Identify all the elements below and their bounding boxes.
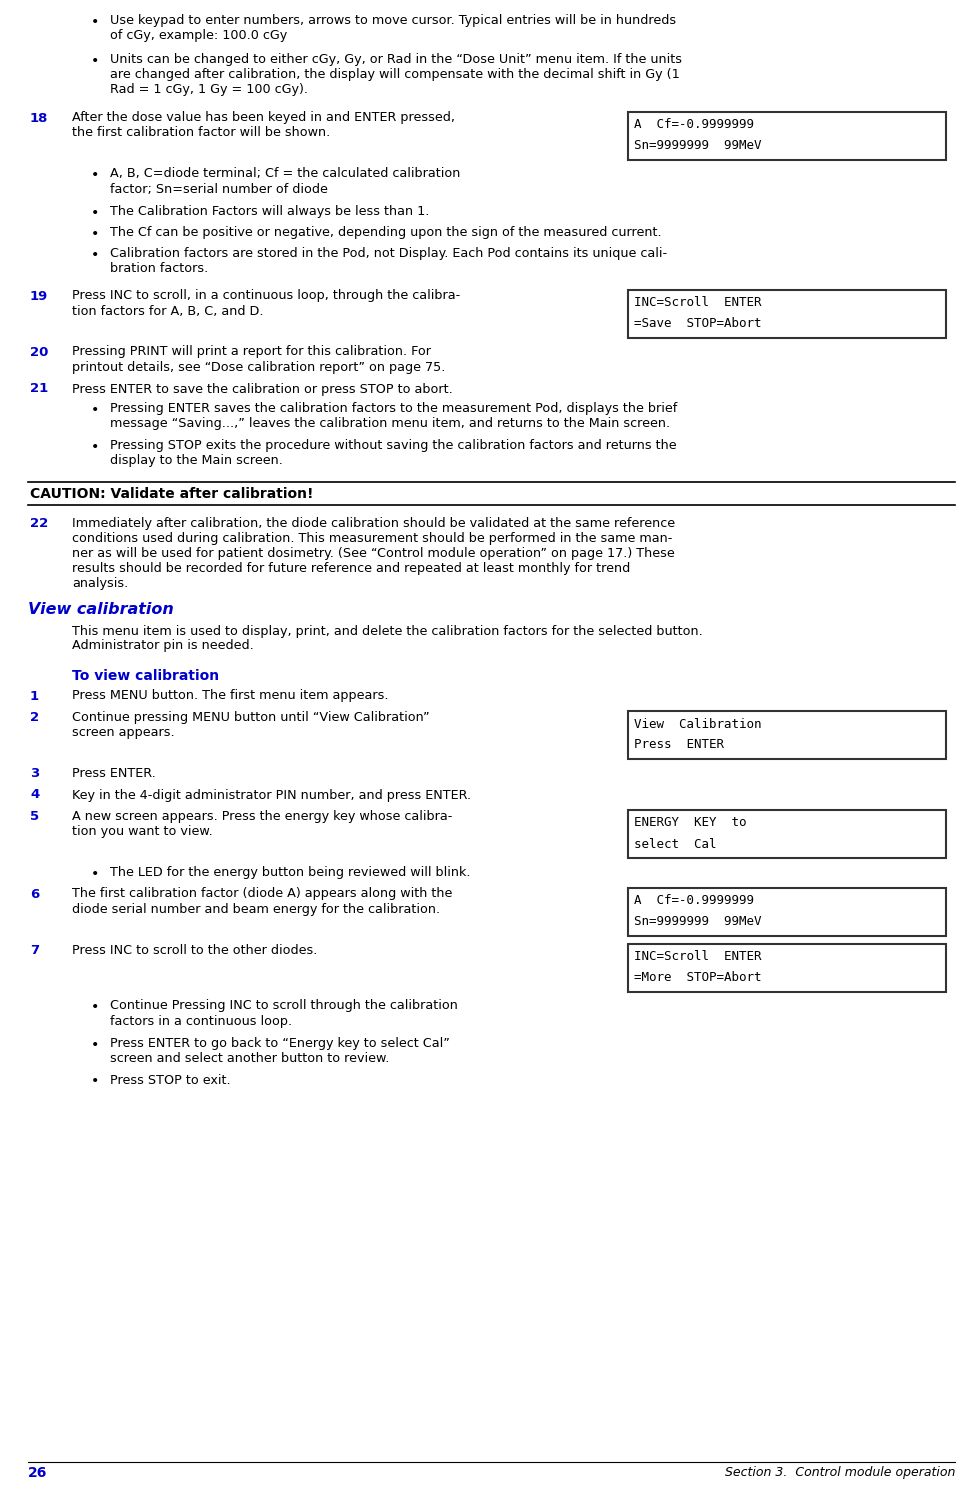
- Text: Press ENTER to go back to “Energy key to select Cal”
screen and select another b: Press ENTER to go back to “Energy key to…: [110, 1036, 449, 1065]
- Bar: [628, 944, 946, 992]
- Text: 19: 19: [30, 289, 48, 302]
- Text: Section 3.  Control module operation: Section 3. Control module operation: [724, 1467, 955, 1479]
- Text: Immediately after calibration, the diode calibration should be validated at the : Immediately after calibration, the diode…: [72, 517, 675, 590]
- Text: 4: 4: [30, 789, 39, 801]
- Text: Pressing STOP exits the procedure without saving the calibration factors and ret: Pressing STOP exits the procedure withou…: [110, 439, 677, 468]
- Text: Sn=9999999  99MeV: Sn=9999999 99MeV: [634, 916, 761, 928]
- Text: •: •: [91, 1001, 99, 1014]
- Text: Sn=9999999  99MeV: Sn=9999999 99MeV: [634, 138, 761, 152]
- Bar: [628, 112, 946, 159]
- Text: A, B, C=diode terminal; Cf = the calculated calibration
factor; Sn=serial number: A, B, C=diode terminal; Cf = the calcula…: [110, 167, 460, 195]
- Bar: [628, 810, 946, 858]
- Text: 5: 5: [30, 810, 39, 823]
- Text: CAUTION: Validate after calibration!: CAUTION: Validate after calibration!: [30, 487, 314, 500]
- Text: •: •: [91, 15, 99, 28]
- Text: 1: 1: [30, 689, 39, 703]
- Text: Press INC to scroll, in a continuous loop, through the calibra-
tion factors for: Press INC to scroll, in a continuous loo…: [72, 289, 460, 317]
- Text: 21: 21: [30, 383, 48, 396]
- Text: Press ENTER.: Press ENTER.: [72, 767, 156, 780]
- Text: 3: 3: [30, 767, 39, 780]
- Text: •: •: [91, 205, 99, 219]
- Text: Continue pressing MENU button until “View Calibration”
screen appears.: Continue pressing MENU button until “Vie…: [72, 712, 430, 739]
- Text: 2: 2: [30, 712, 39, 724]
- Text: 26: 26: [28, 1467, 48, 1480]
- Text: ENERGY  KEY  to: ENERGY KEY to: [634, 816, 747, 829]
- Text: •: •: [91, 168, 99, 183]
- Text: After the dose value has been keyed in and ENTER pressed,
the first calibration : After the dose value has been keyed in a…: [72, 112, 455, 140]
- Text: Pressing PRINT will print a report for this calibration. For
printout details, s: Pressing PRINT will print a report for t…: [72, 345, 446, 374]
- Text: A  Cf=-0.9999999: A Cf=-0.9999999: [634, 118, 754, 131]
- Text: INC=Scroll  ENTER: INC=Scroll ENTER: [634, 296, 761, 310]
- Text: •: •: [91, 1038, 99, 1051]
- Text: 22: 22: [30, 517, 48, 530]
- Text: Pressing ENTER saves the calibration factors to the measurement Pod, displays th: Pressing ENTER saves the calibration fac…: [110, 402, 678, 430]
- Text: =Save  STOP=Abort: =Save STOP=Abort: [634, 317, 761, 331]
- Text: A new screen appears. Press the energy key whose calibra-
tion you want to view.: A new screen appears. Press the energy k…: [72, 810, 452, 838]
- Bar: [628, 887, 946, 935]
- Text: select  Cal: select Cal: [634, 837, 717, 850]
- Text: •: •: [91, 1075, 99, 1088]
- Text: View calibration: View calibration: [28, 603, 174, 618]
- Text: The Cf can be positive or negative, depending upon the sign of the measured curr: The Cf can be positive or negative, depe…: [110, 226, 662, 240]
- Text: •: •: [91, 867, 99, 881]
- Text: 7: 7: [30, 944, 39, 956]
- Text: 18: 18: [30, 112, 49, 125]
- Text: Press MENU button. The first menu item appears.: Press MENU button. The first menu item a…: [72, 689, 388, 703]
- Text: Press STOP to exit.: Press STOP to exit.: [110, 1074, 231, 1087]
- Text: Calibration factors are stored in the Pod, not Display. Each Pod contains its un: Calibration factors are stored in the Po…: [110, 247, 667, 275]
- Text: This menu item is used to display, print, and delete the calibration factors for: This menu item is used to display, print…: [72, 624, 703, 652]
- Text: To view calibration: To view calibration: [72, 670, 219, 683]
- Text: The LED for the energy button being reviewed will blink.: The LED for the energy button being revi…: [110, 867, 471, 879]
- Text: •: •: [91, 54, 99, 68]
- Text: Press ENTER to save the calibration or press STOP to abort.: Press ENTER to save the calibration or p…: [72, 383, 452, 396]
- Text: View  Calibration: View Calibration: [634, 718, 761, 731]
- Text: The first calibration factor (diode A) appears along with the
diode serial numbe: The first calibration factor (diode A) a…: [72, 887, 452, 916]
- Text: Units can be changed to either cGy, Gy, or Rad in the “Dose Unit” menu item. If : Units can be changed to either cGy, Gy, …: [110, 54, 682, 95]
- Text: =More  STOP=Abort: =More STOP=Abort: [634, 971, 761, 984]
- Text: •: •: [91, 404, 99, 417]
- Text: •: •: [91, 441, 99, 454]
- Text: Use keypad to enter numbers, arrows to move cursor. Typical entries will be in h: Use keypad to enter numbers, arrows to m…: [110, 13, 676, 42]
- Bar: [628, 712, 946, 759]
- Text: Press INC to scroll to the other diodes.: Press INC to scroll to the other diodes.: [72, 944, 318, 956]
- Text: 6: 6: [30, 887, 39, 901]
- Text: The Calibration Factors will always be less than 1.: The Calibration Factors will always be l…: [110, 204, 429, 217]
- Text: Key in the 4-digit administrator PIN number, and press ENTER.: Key in the 4-digit administrator PIN num…: [72, 789, 471, 801]
- Text: Continue Pressing INC to scroll through the calibration
factors in a continuous : Continue Pressing INC to scroll through …: [110, 999, 458, 1027]
- Text: •: •: [91, 249, 99, 262]
- Text: 20: 20: [30, 345, 49, 359]
- Text: •: •: [91, 226, 99, 241]
- Text: INC=Scroll  ENTER: INC=Scroll ENTER: [634, 950, 761, 963]
- Bar: [628, 289, 946, 338]
- Text: Press  ENTER: Press ENTER: [634, 739, 724, 752]
- Text: A  Cf=-0.9999999: A Cf=-0.9999999: [634, 893, 754, 907]
